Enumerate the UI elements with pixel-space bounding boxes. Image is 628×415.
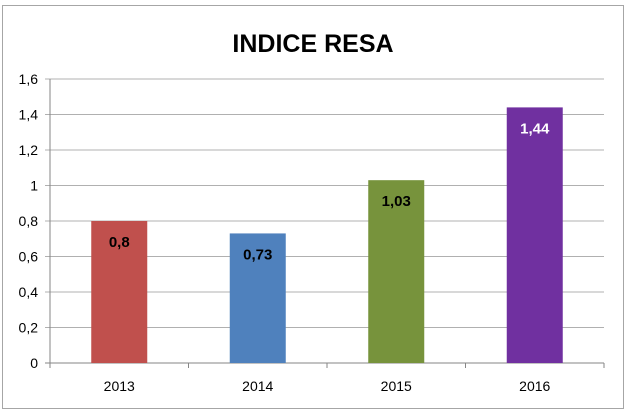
y-tick-label: 0,8 (19, 213, 39, 229)
data-label: 0,73 (243, 246, 272, 263)
y-tick-label: 0 (30, 355, 38, 371)
y-tick-label: 0,6 (19, 249, 39, 265)
y-tick-label: 1,6 (19, 71, 39, 87)
chart-title: INDICE RESA (232, 30, 393, 58)
data-label: 0,8 (109, 234, 130, 251)
data-label: 1,44 (520, 120, 550, 137)
y-tick-label: 0,4 (19, 284, 39, 300)
x-tick-label: 2013 (104, 378, 135, 394)
bar-2014 (229, 233, 286, 363)
x-tick-label: 2015 (381, 378, 412, 394)
bar-2016 (506, 107, 563, 364)
y-tick-label: 1,2 (19, 142, 39, 158)
data-label: 1,03 (382, 193, 411, 210)
y-tick-label: 0,2 (19, 320, 39, 336)
bar-2015 (368, 180, 425, 363)
chart-frame (2, 5, 624, 409)
bar-2013 (91, 221, 148, 363)
x-tick-label: 2016 (519, 378, 550, 394)
x-tick-label: 2014 (242, 378, 273, 394)
y-tick-label: 1,4 (19, 107, 39, 123)
y-tick-label: 1 (30, 178, 38, 194)
